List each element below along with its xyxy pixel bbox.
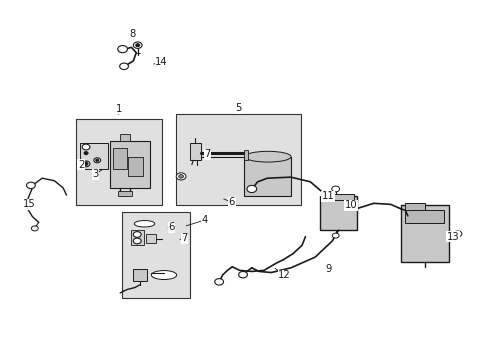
Bar: [131, 230, 143, 245]
Circle shape: [84, 162, 88, 165]
Text: 9: 9: [325, 264, 331, 274]
Bar: [405, 211, 444, 223]
Bar: [244, 157, 290, 196]
Circle shape: [178, 175, 183, 178]
Bar: [400, 205, 448, 262]
Text: 5: 5: [235, 103, 242, 113]
Bar: [122, 212, 189, 298]
Bar: [120, 134, 130, 141]
Circle shape: [246, 185, 256, 193]
Bar: [80, 143, 108, 169]
Bar: [146, 234, 156, 243]
Text: 1: 1: [115, 104, 122, 114]
Circle shape: [238, 271, 247, 278]
Bar: [128, 157, 143, 176]
Circle shape: [176, 173, 185, 180]
Circle shape: [133, 238, 141, 244]
Text: 3: 3: [92, 169, 98, 179]
Text: 7: 7: [181, 233, 187, 243]
Circle shape: [96, 159, 99, 161]
Bar: [243, 149, 248, 160]
Bar: [176, 114, 300, 205]
Text: 12: 12: [278, 270, 290, 280]
Text: 10: 10: [344, 200, 356, 210]
Circle shape: [31, 226, 38, 231]
Text: 11: 11: [321, 191, 334, 201]
Circle shape: [133, 42, 142, 48]
Ellipse shape: [134, 221, 155, 227]
Ellipse shape: [151, 271, 176, 279]
Bar: [322, 194, 353, 200]
Text: 4: 4: [201, 215, 207, 225]
Text: 6: 6: [168, 222, 174, 232]
Circle shape: [453, 231, 461, 237]
Circle shape: [331, 186, 339, 192]
Ellipse shape: [244, 151, 290, 162]
Circle shape: [84, 152, 88, 154]
Circle shape: [214, 279, 223, 285]
Circle shape: [136, 44, 140, 46]
Text: 8: 8: [129, 30, 135, 39]
Circle shape: [82, 161, 90, 167]
Text: 15: 15: [22, 199, 35, 210]
Bar: [189, 143, 200, 160]
Bar: [133, 269, 147, 281]
Circle shape: [94, 158, 101, 163]
Text: 7: 7: [204, 149, 210, 159]
Bar: [320, 196, 356, 230]
Bar: [110, 141, 150, 188]
Text: 6: 6: [228, 197, 235, 207]
Text: 13: 13: [446, 232, 459, 242]
Bar: [113, 148, 127, 169]
Circle shape: [133, 231, 141, 237]
Circle shape: [118, 45, 127, 53]
Circle shape: [120, 63, 128, 69]
Text: 2: 2: [78, 159, 84, 170]
Text: 14: 14: [155, 57, 167, 67]
Bar: [76, 119, 161, 205]
Bar: [118, 191, 132, 196]
Circle shape: [331, 233, 338, 238]
Circle shape: [82, 144, 90, 150]
Circle shape: [26, 182, 35, 189]
Bar: [405, 203, 424, 212]
